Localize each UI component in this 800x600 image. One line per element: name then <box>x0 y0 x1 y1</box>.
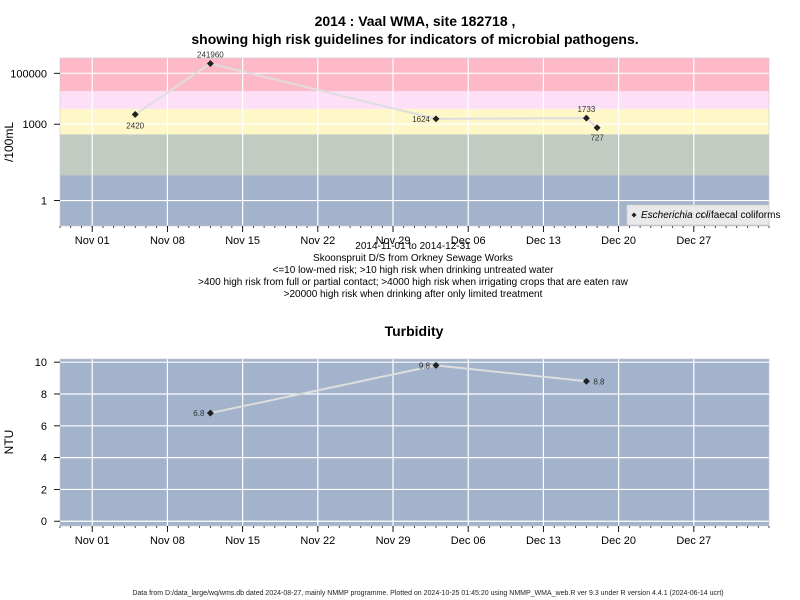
y-tick-label: 100000 <box>10 68 47 80</box>
y-axis-label: /100mL <box>2 122 16 162</box>
microbial-panel: 2420 241960 1624 1733 727 Nov 01 Nov 08 Nov 15… <box>2 51 780 247</box>
turbidity-panel: 6.8 9.8 8.8 Nov 01 Nov 08 Nov 15 Nov 22 Nov 29… <box>2 357 770 547</box>
legend-marker-faecal <box>701 212 707 218</box>
data-points <box>206 361 590 417</box>
y-tick-label: 8 <box>41 389 47 401</box>
data-point <box>593 124 601 132</box>
data-label: 1624 <box>412 115 430 124</box>
risk-bands <box>60 58 769 226</box>
plot-area <box>60 359 769 526</box>
axes: Nov 01 Nov 08 Nov 15 Nov 22 Nov 29 Dec 06 Dec … <box>35 357 770 547</box>
x-tick-label: Nov 15 <box>225 535 260 547</box>
data-label: 1733 <box>577 105 595 114</box>
footer-note: Data from D:/data_large/wq/wms.db dated … <box>132 590 723 597</box>
data-labels: 6.8 9.8 8.8 <box>193 361 605 418</box>
data-label: 8.8 <box>593 377 605 386</box>
y-tick-label: 4 <box>41 453 47 465</box>
y-tick-label: 0 <box>41 516 47 528</box>
caption-line-5: >20000 high risk when drinking after onl… <box>284 289 543 300</box>
caption-line-1: 2014-11-01 to 2014-12-31 <box>355 241 471 252</box>
turbidity-title: Turbidity <box>385 323 444 339</box>
y-tick-label: 6 <box>41 421 47 433</box>
x-tick-label: Dec 20 <box>601 535 636 547</box>
y-tick-label: 10 <box>35 357 47 369</box>
data-label: 2420 <box>126 121 144 130</box>
risk-band <box>60 134 769 176</box>
x-tick-label: Nov 08 <box>150 235 185 247</box>
x-tick-label: Nov 01 <box>75 235 110 247</box>
x-tick-label: Dec 27 <box>676 235 711 247</box>
data-point <box>206 409 214 417</box>
data-points <box>131 60 601 132</box>
y-tick-label: 1 <box>41 196 47 208</box>
caption-line-4: >400 high risk from full or partial cont… <box>198 277 628 288</box>
gridlines <box>60 359 769 526</box>
data-point <box>432 115 440 123</box>
x-tick-label: Nov 08 <box>150 535 185 547</box>
x-tick-label: Nov 15 <box>225 235 260 247</box>
data-point <box>131 110 139 118</box>
x-tick-label: Dec 20 <box>601 235 636 247</box>
risk-band <box>60 58 769 92</box>
axes: Nov 01 Nov 08 Nov 15 Nov 22 Nov 29 Dec 06 Dec … <box>10 57 770 247</box>
x-tick-label: Nov 22 <box>300 235 335 247</box>
x-tick-label: Dec 13 <box>526 235 561 247</box>
data-label: 9.8 <box>419 361 431 370</box>
x-tick-label: Dec 06 <box>451 535 486 547</box>
chart-title: 2014 : Vaal WMA, site 182718 , <box>315 13 516 29</box>
data-point <box>582 114 590 122</box>
y-tick-label: 2 <box>41 484 47 496</box>
data-label: 6.8 <box>193 409 205 418</box>
risk-band <box>60 91 769 109</box>
caption-line-2: Skoonspruit D/S from Orkney Sewage Works <box>313 253 513 264</box>
y-tick-label: 1000 <box>23 119 47 131</box>
legend-marker-ecoli <box>631 212 637 218</box>
caption: 2014-11-01 to 2014-12-31 Skoonspruit D/S… <box>198 241 628 300</box>
data-point <box>582 377 590 385</box>
caption-line-3: <=10 low-med risk; >10 high risk when dr… <box>273 265 555 276</box>
x-tick-label: Nov 01 <box>75 535 110 547</box>
gridlines <box>60 58 769 226</box>
data-point <box>432 361 440 369</box>
legend-entry-faecal: faecal coliforms <box>711 210 780 221</box>
data-point <box>206 60 214 68</box>
x-tick-label: Nov 22 <box>300 535 335 547</box>
legend-entry-ecoli: Escherichia coli <box>641 210 711 221</box>
plot-background <box>60 359 769 526</box>
chart-subtitle: showing high risk guidelines for indicat… <box>191 31 638 47</box>
legend: Escherichia coli faecal coliforms <box>626 204 780 226</box>
y-axis-label: NTU <box>2 430 16 455</box>
x-tick-label: Dec 13 <box>526 535 561 547</box>
legend-box <box>626 204 770 226</box>
x-tick-label: Dec 06 <box>451 235 486 247</box>
x-tick-label: Nov 29 <box>376 535 411 547</box>
data-label: 241960 <box>197 51 224 60</box>
x-tick-label: Dec 27 <box>676 535 711 547</box>
x-tick-label: Nov 29 <box>376 235 411 247</box>
data-labels: 2420 241960 1624 1733 727 <box>126 51 604 143</box>
data-label: 727 <box>590 134 604 143</box>
